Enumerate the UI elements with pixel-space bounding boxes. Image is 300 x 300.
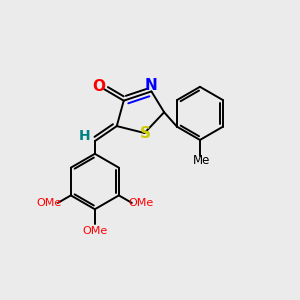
Text: OMe: OMe [128, 198, 153, 208]
Text: O: O [92, 79, 105, 94]
Text: N: N [145, 78, 158, 93]
Text: Me: Me [192, 154, 210, 167]
Text: OMe: OMe [36, 198, 61, 208]
Text: H: H [79, 130, 90, 143]
Text: S: S [140, 125, 151, 140]
Text: OMe: OMe [82, 226, 107, 236]
